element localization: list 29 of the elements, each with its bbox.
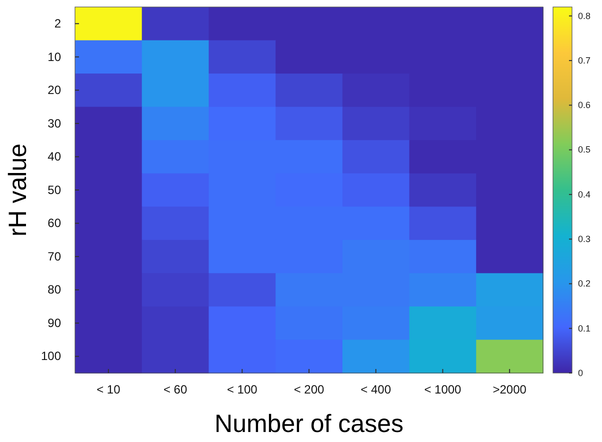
color-bar-label: 0.8 xyxy=(578,10,591,21)
color-bar-label: 0.2 xyxy=(578,278,591,289)
x-tick-label: < 10 xyxy=(96,382,121,397)
x-tick-label: < 100 xyxy=(226,382,258,397)
y-tick-label: 20 xyxy=(48,83,62,98)
x-tick-label: < 1000 xyxy=(424,382,462,397)
y-tick-label: 90 xyxy=(48,316,62,330)
color-bar-label: 0.4 xyxy=(578,189,591,200)
y-tick-label: 100 xyxy=(40,349,62,364)
color-bar-label: 0 xyxy=(578,368,584,378)
x-tick-label: < 200 xyxy=(294,382,324,397)
x-tick-label: < 60 xyxy=(163,382,188,397)
color-bar-label: 0.1 xyxy=(578,323,591,334)
y-tick-label: 40 xyxy=(48,150,62,164)
y-tick-label: 50 xyxy=(48,182,62,197)
color-bar-label: 0.7 xyxy=(578,55,591,66)
x-axis-title: Number of cases xyxy=(214,410,404,438)
y-tick-label: 10 xyxy=(48,50,62,64)
color-bar-label: 0.5 xyxy=(578,144,591,155)
y-tick-label: 30 xyxy=(48,116,62,130)
y-tick-label: 60 xyxy=(48,216,62,230)
color-bar-label: 0.3 xyxy=(578,234,591,244)
y-tick-label: 2 xyxy=(54,16,62,30)
x-tick-label: < 400 xyxy=(360,382,392,397)
color-bar-label: 0.6 xyxy=(578,100,591,110)
y-tick-label: 80 xyxy=(48,282,62,297)
x-tick-label: >2000 xyxy=(492,382,527,397)
y-axis-title: rH value xyxy=(4,143,32,237)
y-tick-label: 70 xyxy=(48,249,62,264)
